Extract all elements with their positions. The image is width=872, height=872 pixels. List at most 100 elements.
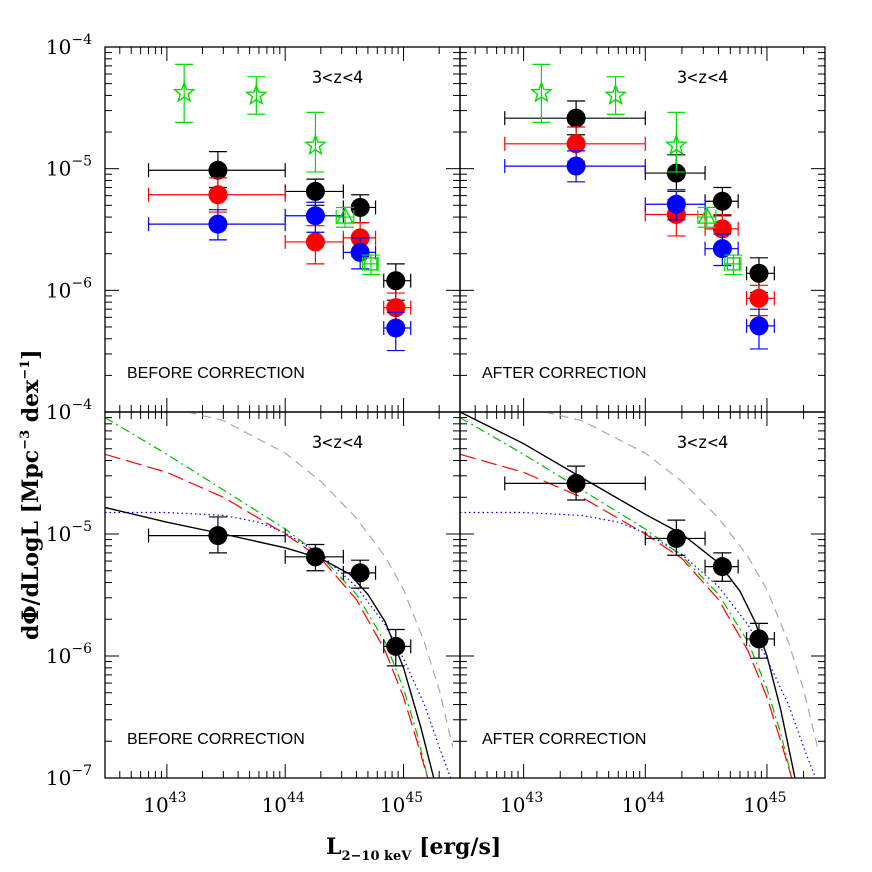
data-point bbox=[664, 111, 688, 173]
x-tick-label-exp: 43 bbox=[525, 790, 543, 806]
circle-marker bbox=[386, 271, 406, 291]
data-point bbox=[303, 111, 327, 173]
y-tick-label: 10−7 bbox=[46, 763, 92, 790]
y-tick-label: 10−5 bbox=[46, 519, 92, 546]
y-tick-label-base: 10 bbox=[46, 157, 71, 181]
circle-marker bbox=[208, 214, 228, 234]
x-tick-label: 1045 bbox=[380, 790, 423, 817]
panel-bottom-right-curve-dotted bbox=[460, 511, 816, 778]
panel-top-right-z-label: 3<z<4 bbox=[677, 68, 728, 88]
circle-marker bbox=[566, 156, 586, 176]
panel-top-right-plot-area bbox=[504, 63, 775, 350]
x-tick-label: 1043 bbox=[143, 790, 186, 817]
y-tick-label-base: 10 bbox=[46, 278, 71, 302]
panel-top-left-series-circle-0 bbox=[147, 151, 412, 301]
square-marker bbox=[364, 257, 378, 271]
panel-bottom-left-curve-dashed bbox=[187, 412, 454, 747]
panel-bottom-right-frame bbox=[459, 411, 826, 779]
panel-bottom-left-correction-label: BEFORE CORRECTION bbox=[127, 731, 305, 748]
panel-top-right-series-square-5 bbox=[724, 254, 743, 276]
square-marker bbox=[726, 257, 741, 271]
x-tick-label-base: 10 bbox=[262, 793, 287, 817]
y-tick-label-base: 10 bbox=[46, 400, 71, 424]
data-point bbox=[147, 209, 286, 241]
circle-marker bbox=[305, 181, 325, 201]
panel-top-right-series-circle-2 bbox=[504, 150, 775, 350]
panel-bottom-left-curve-longdash bbox=[105, 453, 429, 778]
circle-marker bbox=[350, 242, 370, 262]
circle-marker bbox=[712, 557, 732, 577]
panel-bottom-right-correction-label: AFTER CORRECTION bbox=[482, 731, 646, 748]
panel-top-left-frame bbox=[104, 46, 461, 413]
data-point bbox=[335, 206, 355, 228]
panel-bottom-left-frame bbox=[104, 411, 461, 779]
x-tick-label-base: 10 bbox=[743, 793, 768, 817]
panel-bottom-left-curve-dashdot bbox=[105, 417, 429, 778]
y-tick-label-exp: −5 bbox=[71, 154, 92, 170]
data-point bbox=[504, 100, 646, 136]
circle-marker bbox=[712, 239, 732, 259]
data-point bbox=[745, 308, 775, 350]
y-tick-label: 10−4 bbox=[46, 397, 92, 424]
data-point bbox=[342, 194, 377, 224]
y-tick-label-base: 10 bbox=[46, 35, 71, 59]
data-point bbox=[724, 254, 743, 276]
axis-labels: L2−10 keV [erg/s] dΦ/dLogL [Mpc−3 dex−1] bbox=[18, 349, 501, 864]
panel-top-left-series-star-3 bbox=[172, 63, 327, 173]
data-point bbox=[529, 63, 553, 124]
data-point bbox=[147, 177, 286, 213]
panel-bottom-right-curve-dashed bbox=[544, 412, 819, 748]
panel-bottom-left: 3<z<4 BEFORE CORRECTION bbox=[104, 411, 461, 779]
triangle-marker bbox=[335, 206, 355, 224]
data-point bbox=[704, 233, 739, 267]
x-axis-title-sub: 2−10 keV bbox=[341, 849, 412, 864]
circle-marker bbox=[566, 108, 586, 128]
panel-bottom-right-series-circle-0 bbox=[504, 465, 775, 659]
circle-marker bbox=[712, 191, 732, 211]
circle-marker bbox=[749, 316, 769, 336]
panel-top-right-series-circle-1 bbox=[504, 126, 775, 317]
data-point bbox=[361, 254, 380, 276]
panel-top-left-ticks bbox=[104, 46, 461, 413]
panel-top-right-series-star-3 bbox=[529, 63, 688, 173]
circle-marker bbox=[666, 194, 686, 214]
panel-top-left-correction-label: BEFORE CORRECTION bbox=[127, 365, 305, 382]
data-point bbox=[697, 206, 717, 228]
panel-bottom-right-z-label: 3<z<4 bbox=[677, 433, 728, 453]
panel-bottom-left-plot-area bbox=[105, 412, 454, 778]
circle-marker bbox=[666, 163, 686, 183]
y-tick-label-exp: −5 bbox=[71, 519, 92, 535]
panel-top-right-ticks bbox=[459, 46, 826, 413]
data-point bbox=[342, 559, 377, 589]
data-point bbox=[704, 552, 739, 582]
y-tick-label-exp: −4 bbox=[71, 397, 92, 413]
y-tick-label: 10−4 bbox=[46, 32, 92, 59]
panel-top-left-plot-area bbox=[147, 63, 412, 352]
triangle-marker bbox=[697, 206, 716, 224]
data-point bbox=[284, 178, 344, 206]
panel-top-right-series-triangle-4 bbox=[697, 206, 717, 228]
panel-bottom-left-curve-dotted bbox=[105, 511, 452, 778]
circle-marker bbox=[749, 263, 769, 283]
panel-bottom-left-z-label: 3<z<4 bbox=[312, 433, 363, 453]
data-point bbox=[284, 543, 344, 572]
data-point bbox=[342, 237, 377, 270]
data-point bbox=[745, 284, 775, 317]
tick-labels: 1043 1044 1045 1043 1044 104510−410−510−610−5… bbox=[46, 32, 787, 817]
circle-marker bbox=[208, 160, 228, 180]
circle-marker bbox=[305, 547, 325, 567]
y-tick-label: 10−6 bbox=[46, 641, 92, 668]
x-tick-label-base: 10 bbox=[622, 793, 647, 817]
star-marker bbox=[244, 83, 268, 106]
x-tick-label: 1044 bbox=[622, 790, 665, 817]
circle-marker bbox=[305, 206, 325, 226]
data-point bbox=[745, 622, 775, 659]
panel-top-right: 3<z<4 AFTER CORRECTION bbox=[459, 46, 826, 413]
data-point bbox=[383, 263, 412, 301]
panel-bottom-right: 3<z<4 AFTER CORRECTION bbox=[459, 411, 826, 779]
y-tick-label-exp: −7 bbox=[71, 763, 92, 779]
star-marker bbox=[303, 133, 327, 156]
panel-bottom-right-curve-solid bbox=[460, 412, 796, 778]
circle-marker bbox=[749, 288, 769, 308]
data-point bbox=[147, 516, 286, 554]
